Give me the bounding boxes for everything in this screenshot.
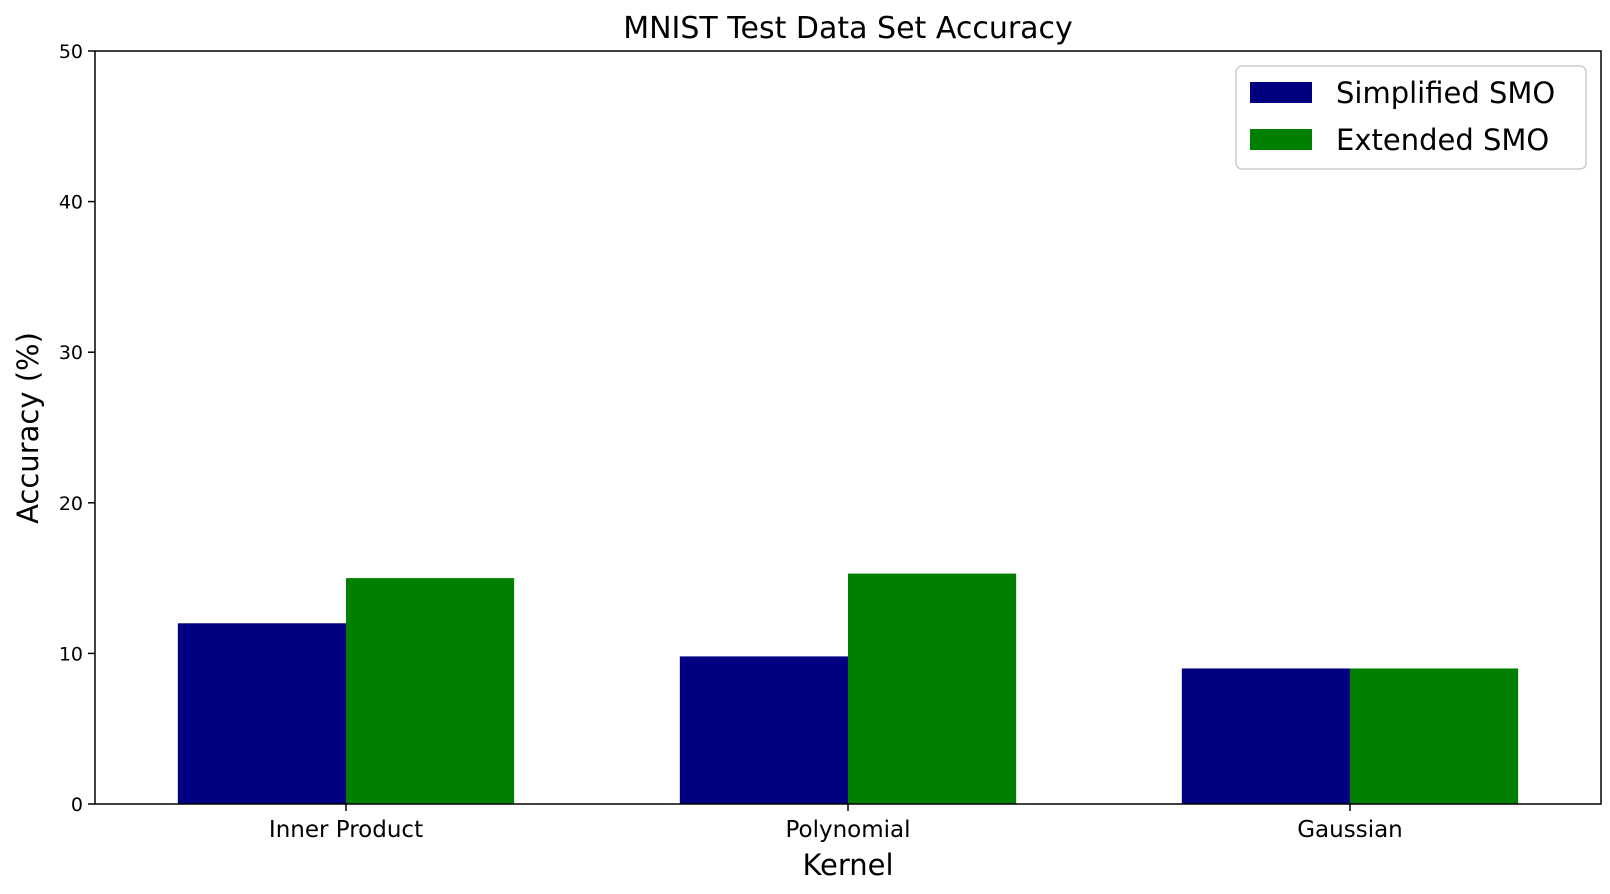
y-tick-label: 0 (71, 794, 83, 816)
x-tick-label: Gaussian (1297, 817, 1403, 843)
legend-label-extended-smo: Extended SMO (1336, 123, 1549, 157)
x-axis: Inner Product Polynomial Gaussian (269, 804, 1403, 843)
bars-group (177, 573, 1519, 804)
x-tick-label: Polynomial (785, 817, 910, 843)
x-axis-label: Kernel (802, 848, 893, 882)
y-tick-label: 40 (59, 192, 83, 214)
y-tick-label: 50 (59, 41, 83, 63)
bar-simplified-smo-polynomial (679, 656, 848, 804)
y-axis: 0 10 20 30 40 50 (59, 41, 95, 816)
y-tick-label: 20 (59, 493, 83, 515)
legend-swatch-simplified-smo (1250, 82, 1312, 103)
bar-extended-smo-polynomial (848, 573, 1017, 804)
bar-extended-smo-gaussian (1350, 668, 1519, 804)
bar-simplified-smo-inner-product (177, 623, 346, 804)
bar-simplified-smo-gaussian (1181, 668, 1350, 804)
legend: Simplified SMO Extended SMO (1235, 65, 1587, 170)
legend-frame (1235, 65, 1587, 170)
legend-label-simplified-smo: Simplified SMO (1336, 76, 1555, 110)
y-axis-label: Accuracy (%) (11, 332, 45, 524)
y-tick-label: 30 (59, 342, 83, 364)
x-tick-label: Inner Product (269, 817, 423, 843)
chart-title: MNIST Test Data Set Accuracy (623, 11, 1073, 46)
legend-swatch-extended-smo (1250, 129, 1312, 150)
bar-extended-smo-inner-product (346, 578, 515, 804)
y-tick-label: 10 (59, 643, 83, 665)
